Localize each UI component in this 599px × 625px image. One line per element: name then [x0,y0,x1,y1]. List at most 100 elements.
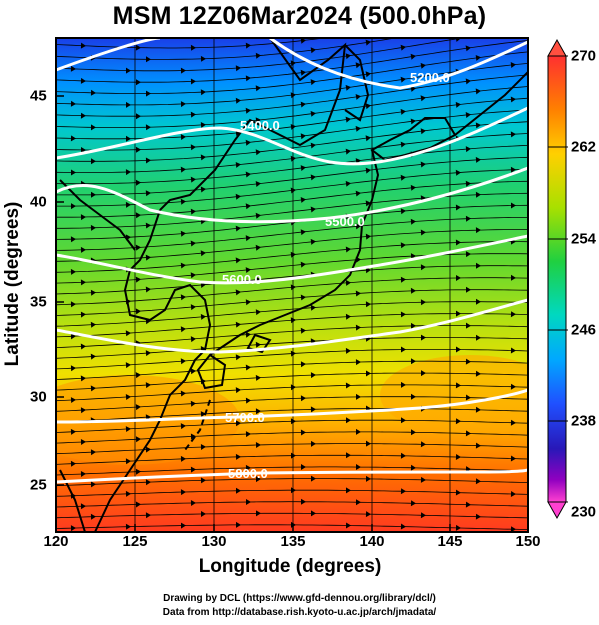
wind-arrow [465,112,471,118]
wind-arrow [411,393,416,400]
wind-arrow [475,370,481,377]
wind-arrow [420,229,426,236]
wind-arrow [410,287,416,294]
wind-arrow [465,251,471,258]
wind-arrow [235,257,241,264]
wind-arrow [345,279,351,286]
contour-label-5800: 5800.0 [228,466,268,481]
wind-arrow [400,174,406,181]
wind-arrow [245,235,251,242]
wind-arrow [135,276,141,283]
wind-arrow [190,240,196,247]
wind-arrow [300,327,306,334]
wind-arrow [135,212,141,219]
wind-arrow [356,393,361,400]
grid-lines [134,38,451,532]
wind-arrow [190,304,196,311]
contour-label-5200: 5200.0 [410,70,450,85]
wind-arrow [235,225,241,232]
wind-arrow [70,397,76,403]
coastline-mainland-north [159,38,347,211]
wind-arrow [235,289,241,296]
wind-arrow [145,479,151,486]
wind-arrow [300,101,306,108]
wind-arrow [235,321,241,328]
wind-arrow [245,431,251,438]
wind-arrow [465,501,471,508]
wind-arrow [136,113,141,120]
wind-arrow [125,490,131,497]
wind-arrow [465,146,471,153]
wind-arrow [400,488,406,495]
wind-arrow [365,71,371,78]
wind-arrow [510,526,516,532]
wind-arrow [345,246,351,253]
colorbar [547,38,568,520]
wind-arrow [410,118,416,125]
wind-arrow [345,53,351,60]
colorbar-tick-label: 230 [571,503,597,521]
wind-arrow [310,110,316,117]
wind-arrow [180,390,186,397]
axis-ticks [55,95,529,532]
wind-arrow [125,201,131,208]
colorbar-tick-label: 254 [571,230,597,248]
wind-arrow [365,267,371,274]
wind-arrow [255,341,261,348]
wind-arrow [510,96,516,103]
wind-arrow [245,364,251,371]
contour-labels: 5200.0 5400.0 5500.0 5600.0 5700.0 5800.… [222,70,450,481]
wind-arrow [345,84,351,91]
wind-arrow [71,169,76,176]
wind-arrow [245,203,251,210]
wind-arrow [310,206,316,213]
wind-arrow [80,279,86,286]
wind-arrow [355,62,361,69]
wind-arrow [255,52,261,59]
wind-arrow [235,193,241,200]
wind-arrow [356,464,361,470]
contour-label-5400: 5400.0 [240,118,280,133]
wind-arrow [180,101,186,108]
wind-arrow [410,218,416,225]
wind-arrow [245,42,251,49]
wind-arrow [465,78,471,85]
wind-arrow [291,487,296,494]
wind-arrow [80,311,86,318]
wind-arrow [355,324,361,331]
wind-arrow [301,464,306,470]
coastline-ryukyu [184,399,211,451]
wind-arrow [310,142,316,149]
x-tick-label: 145 [437,533,463,550]
wind-arrow [125,394,131,400]
y-tick-label: 40 [30,193,47,211]
contour-5400 [56,106,528,166]
wind-arrow [125,330,131,337]
wind-arrow [180,166,186,173]
wind-arrow [255,374,261,381]
wind-arrow [510,347,516,354]
wind-arrow [245,331,251,338]
wind-arrow [400,452,406,459]
wind-arrow [420,299,426,306]
wind-arrow [510,62,516,68]
wind-arrow [245,171,251,178]
wind-arrow [80,343,86,350]
wind-arrow [366,475,371,482]
wind-arrow [410,253,416,260]
wind-arrow [236,521,241,528]
wind-arrow [411,22,416,28]
wind-arrow [410,53,416,60]
wind-arrow [200,55,206,62]
wind-arrow [310,79,316,86]
wind-arrow [200,477,206,484]
wind-arrow [145,254,151,261]
wind-arrow [300,133,306,140]
wind-arrow [400,76,406,83]
coastline-kyushu [196,353,227,390]
coastline-honshu [209,149,380,356]
wind-arrow [255,442,261,448]
wind-arrow [135,308,141,315]
wind-arrow [356,499,361,506]
wind-arrow [90,449,96,456]
